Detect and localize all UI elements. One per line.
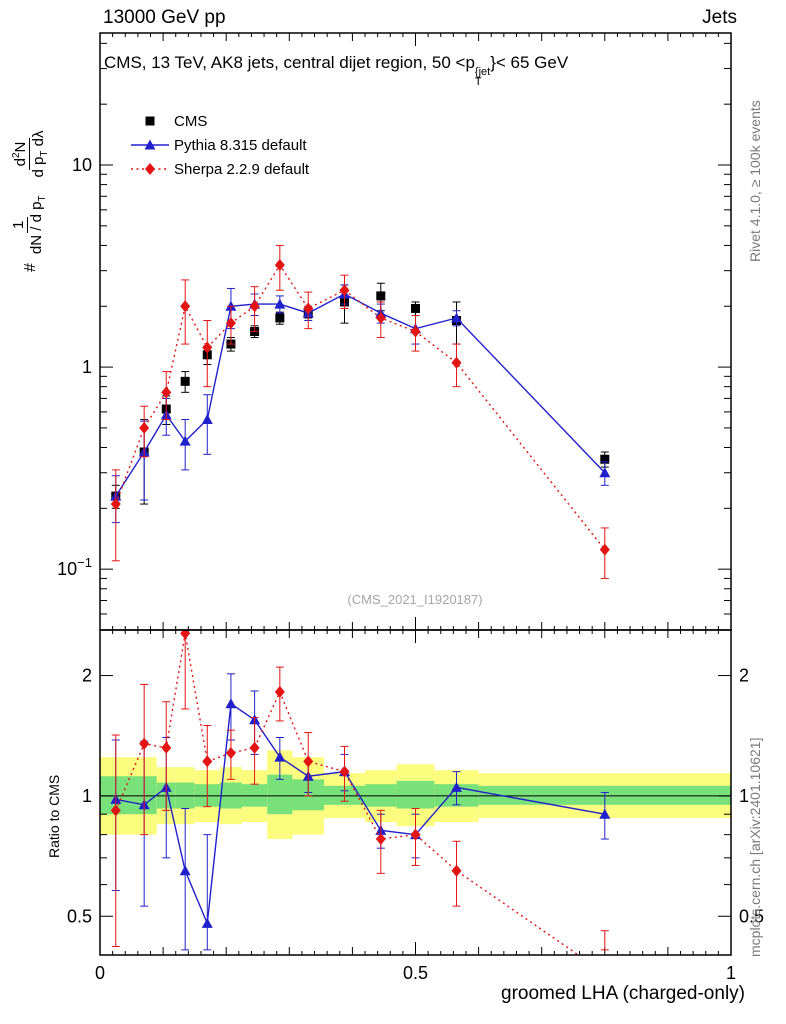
pt-scripts: {jet T [474, 66, 491, 88]
ylabel-f2-den: d pT dλ [30, 128, 53, 179]
ratio-tick-label-left: 2 [82, 666, 92, 686]
ratio-tick-label-left: 0.5 [67, 906, 92, 926]
mcplots-arxiv-note: mcplots.cern.ch [arXiv:2401.10621] [747, 737, 763, 957]
x-tick-label: 1 [726, 963, 736, 983]
ylabel-prefix: # [21, 263, 39, 272]
ylabel-fraction-1: 1 dN / d pT [10, 193, 51, 256]
ratio-tick-label-right: 1 [739, 786, 749, 806]
ylabel-f2-num: d2N [8, 137, 30, 171]
rivet-version-note: Rivet 4.1.0, ≥ 100k events [747, 100, 763, 262]
pt-superscript: {jet [474, 66, 491, 78]
axis-tick-labels: 10 1 10−1 0 0.5 1 0.5 0.5 1 1 2 2 [57, 155, 764, 983]
ratio-tick-label-left: 1 [82, 786, 92, 806]
legend-label-cms: CMS [174, 113, 208, 130]
main-y-axis-label: # 1 dN / d pT d2N d pT dλ [8, 121, 53, 272]
ylabel-f2-den-sub: T [39, 150, 50, 157]
series-sherpa-2-2-9-default [110, 244, 610, 579]
legend-label-sherpa: Sherpa 2.2.9 default [174, 161, 310, 178]
ylabel-f2-num-a: d [12, 158, 29, 167]
plot-title-text: CMS, 13 TeV, AK8 jets, central dijet reg… [104, 53, 475, 72]
legend-markers [131, 116, 169, 175]
ratio-panel-series [110, 630, 611, 955]
ylabel-f1-num: 1 [10, 216, 28, 233]
ratio-y-axis-label: Ratio to CMS [46, 774, 62, 858]
ratio-tick-label-right: 0.5 [739, 906, 764, 926]
ylabel-f2-den-b: dλ [30, 130, 47, 151]
process-label: Jets [702, 7, 737, 28]
y-tick-label: 1 [82, 357, 92, 377]
analysis-id-watermark: (CMS_2021_I1920187) [347, 592, 483, 607]
series-sherpa-2-2-9-default [110, 630, 609, 955]
band-green [396, 780, 435, 809]
x-tick-label: 0 [95, 963, 105, 983]
x-tick-label: 0.5 [403, 963, 428, 983]
pt-subscript: T [474, 76, 482, 88]
ylabel-f2-num-b: N [12, 141, 29, 153]
ylabel-f2-den-a: d p [30, 156, 47, 178]
plot-title: CMS, 13 TeV, AK8 jets, central dijet reg… [104, 53, 569, 88]
ylabel-f1-den-text: dN / d p [28, 201, 45, 255]
x-axis-label: groomed LHA (charged-only) [501, 983, 745, 1004]
ylabel-fraction-2: d2N d pT dλ [8, 128, 53, 179]
ratio-panel-frame [99, 629, 732, 956]
band-green [241, 784, 268, 807]
ylabel-f1-den-sub: T [37, 195, 48, 202]
band-green [365, 784, 397, 807]
y-tick-label: 10 [72, 155, 92, 175]
main-panel-series [110, 244, 611, 579]
ylabel-f2-num-sup: 2 [11, 152, 22, 158]
series-cms [111, 282, 610, 509]
y-tick-label: 10−1 [57, 555, 92, 579]
beam-energy-label: 13000 GeV pp [103, 7, 226, 28]
ratio-tick-label-right: 2 [739, 666, 749, 686]
band-green [267, 774, 293, 815]
plot-title-suffix: }< 65 GeV [490, 53, 569, 72]
legend-label-pythia: Pythia 8.315 default [174, 137, 307, 154]
ylabel-f1-den: dN / d pT [28, 193, 51, 256]
